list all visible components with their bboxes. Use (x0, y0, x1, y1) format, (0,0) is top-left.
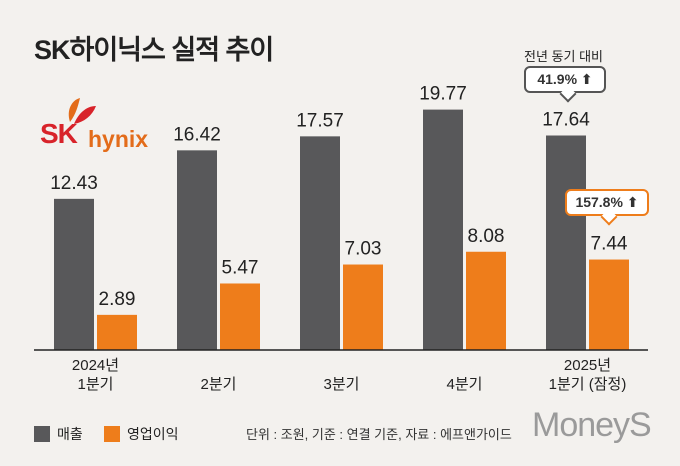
logo-sk-text: SK (40, 118, 78, 149)
unit-note: 단위 : 조원, 기준 : 연결 기준, 자료 : 에프앤가이드 (246, 427, 512, 442)
brand-watermark: MoneyS (532, 406, 652, 444)
profit-bar-5 (589, 259, 629, 350)
revenue-value-label-2: 16.42 (173, 124, 221, 145)
legend-revenue-swatch (34, 426, 50, 442)
sk-hynix-logo: SK hynix (40, 96, 170, 156)
profit-value-label-2: 5.47 (222, 257, 259, 278)
revenue-bar-5 (546, 135, 586, 350)
logo-hynix-text: hynix (88, 126, 149, 152)
chart-title: SK하이닉스 실적 추이 (34, 35, 274, 65)
up-arrow-icon: ⬆ (580, 71, 593, 87)
x-tick-label-3: 3분기 (323, 376, 360, 393)
revenue-value-label-1: 12.43 (50, 173, 98, 194)
legend-profit-label: 영업이익 (127, 426, 179, 442)
profit-value-label-1: 2.89 (99, 289, 136, 310)
revenue-bar-1 (54, 198, 94, 350)
revenue-bar-4 (423, 109, 463, 351)
revenue-yoy-bubble: 41.9% ⬆ (524, 66, 606, 93)
legend-revenue-label: 매출 (57, 426, 83, 442)
legend-revenue: 매출 (34, 424, 83, 444)
profit-value-label-3: 7.03 (345, 239, 382, 260)
x-tick-label-1: 2024년 1분기 (71, 357, 120, 393)
legend-profit-swatch (104, 426, 120, 442)
profit-yoy-bubble: 157.8% ⬆ (565, 189, 649, 216)
revenue-value-label-5: 17.64 (542, 110, 590, 131)
profit-bar-2 (220, 283, 260, 350)
profit-value-label-4: 8.08 (468, 226, 505, 247)
revenue-bar-3 (300, 136, 340, 350)
profit-value-label-5: 7.44 (591, 234, 628, 255)
up-arrow-icon: ⬆ (626, 194, 639, 210)
yoy-header: 전년 동기 대비 (524, 49, 603, 64)
legend-profit: 영업이익 (104, 424, 179, 444)
x-tick-label-2: 2분기 (200, 376, 237, 393)
revenue-yoy-value: 41.9% (537, 71, 578, 87)
butterfly-icon (68, 98, 96, 124)
revenue-value-label-4: 19.77 (419, 84, 467, 105)
profit-bar-3 (343, 264, 383, 350)
x-tick-label-5: 2025년 1분기 (잠정) (548, 357, 627, 393)
profit-yoy-value: 157.8% (575, 194, 623, 210)
revenue-value-label-3: 17.57 (296, 110, 344, 131)
profit-bar-1 (97, 314, 137, 350)
x-tick-label-4: 4분기 (446, 376, 483, 393)
profit-bar-4 (466, 251, 506, 350)
revenue-bar-2 (177, 150, 217, 350)
